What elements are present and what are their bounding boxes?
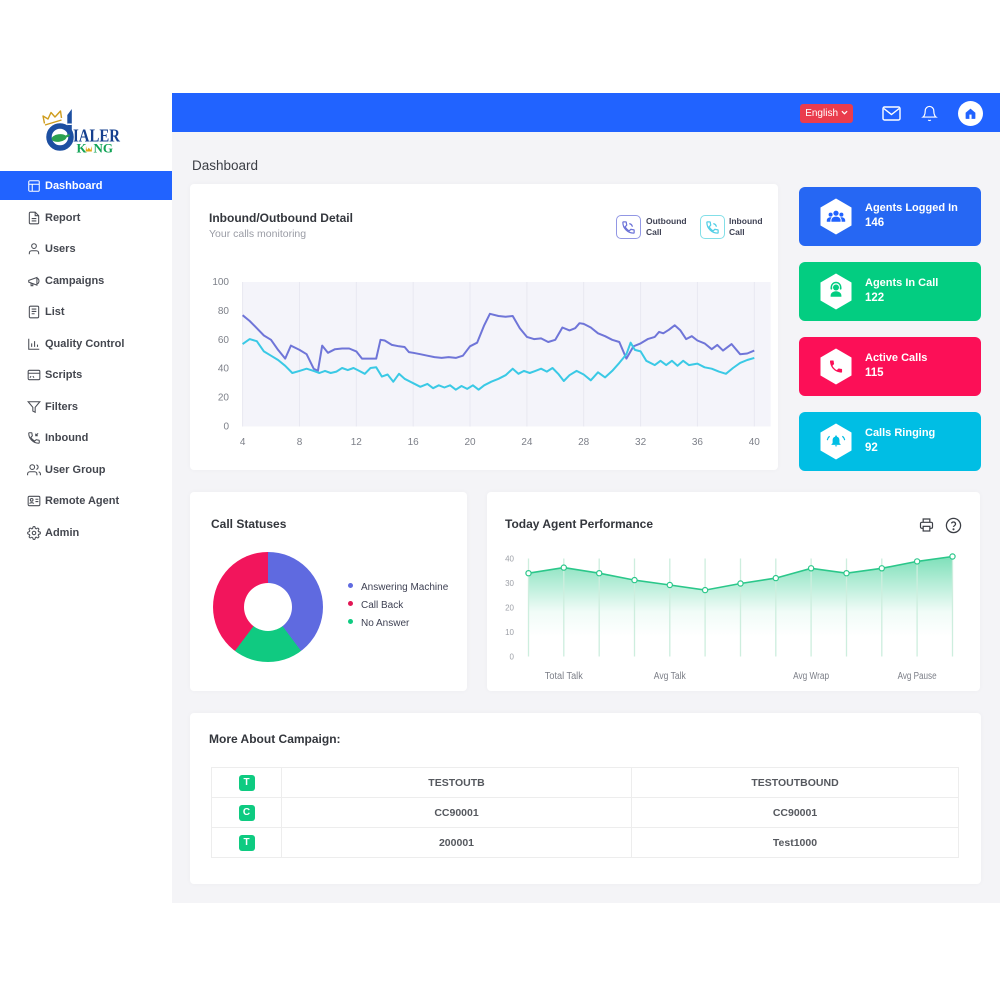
svg-text:80: 80 [218, 306, 230, 317]
svg-text:0: 0 [510, 653, 515, 662]
svg-text:8: 8 [297, 437, 303, 448]
svg-text:40: 40 [505, 555, 514, 564]
svg-text:12: 12 [351, 437, 363, 448]
svg-text:60: 60 [218, 335, 230, 346]
svg-text:IALER: IALER [73, 126, 121, 146]
svg-text:16: 16 [408, 437, 420, 448]
svg-text:30: 30 [505, 579, 514, 588]
svg-text:24: 24 [521, 437, 533, 448]
svg-text:20: 20 [464, 437, 476, 448]
svg-text:28: 28 [578, 437, 590, 448]
svg-text:32: 32 [635, 437, 647, 448]
svg-text:Avg Wrap: Avg Wrap [793, 671, 829, 682]
svg-text:K: K [77, 141, 88, 156]
svg-text:10: 10 [505, 628, 514, 637]
svg-text:Avg Pause: Avg Pause [898, 671, 937, 682]
svg-text:NG: NG [94, 141, 114, 156]
svg-text:100: 100 [212, 277, 229, 288]
svg-text:20: 20 [505, 604, 514, 613]
svg-text:4: 4 [240, 437, 246, 448]
svg-text:36: 36 [692, 437, 704, 448]
svg-text:Avg Talk: Avg Talk [654, 671, 687, 682]
svg-text:20: 20 [218, 393, 230, 404]
svg-text:40: 40 [218, 364, 230, 375]
svg-text:Total Talk: Total Talk [545, 671, 584, 682]
svg-text:0: 0 [223, 422, 229, 433]
svg-text:40: 40 [749, 437, 761, 448]
